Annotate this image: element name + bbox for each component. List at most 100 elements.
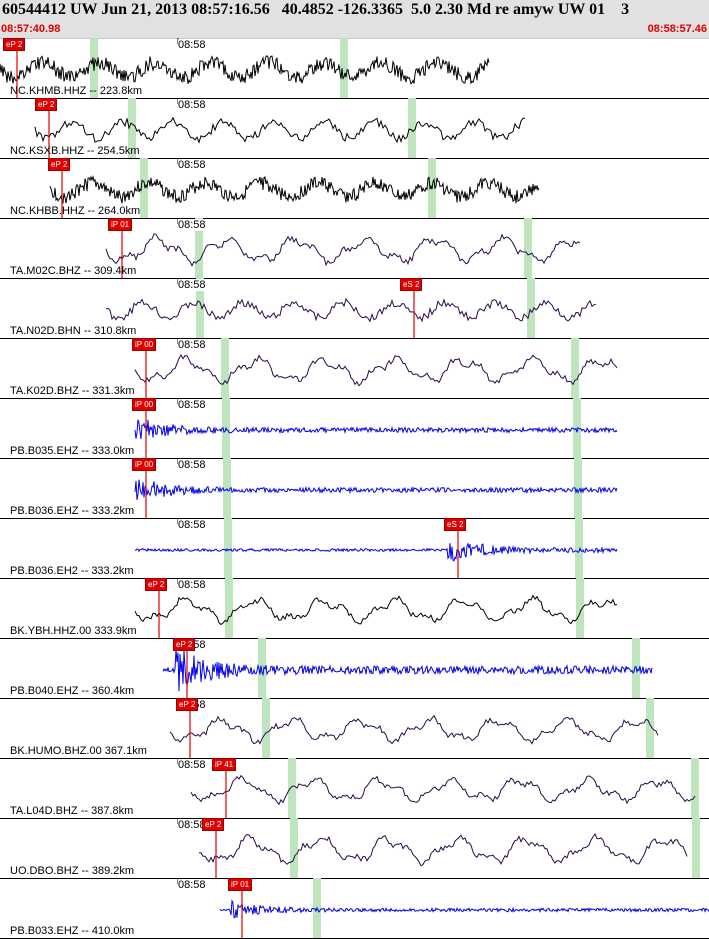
phase-window: [195, 218, 203, 278]
time-tick-label: 08:58: [178, 339, 206, 351]
station-label: TA.L04D.BHZ -- 387.8km: [10, 805, 134, 817]
waveform-trace: [169, 714, 659, 745]
phase-pick-label[interactable]: iP 00: [132, 398, 157, 411]
waveform-trace: [134, 353, 618, 387]
phase-window: [224, 518, 232, 578]
phase-window: [691, 758, 699, 818]
event-header: 60544412 UW Jun 21, 2013 08:57:16.56 40.…: [0, 0, 709, 39]
phase-window: [575, 518, 583, 578]
time-tick-label: 08:58: [178, 879, 206, 891]
time-tick-label: 08:58: [178, 219, 206, 231]
time-tick-label: 08:58: [178, 399, 206, 411]
phase-pick-label[interactable]: eP 2: [35, 98, 58, 111]
phase-window: [225, 578, 233, 638]
station-label: PB.B033.EHZ -- 410.0km: [10, 925, 135, 937]
station-label: TA.K02D.BHZ -- 331.3km: [10, 385, 135, 397]
waveform-trace: [162, 649, 653, 692]
phase-pick-label[interactable]: eP 2: [173, 638, 196, 651]
station-label: TA.N02D.BHN -- 310.8km: [10, 325, 137, 337]
waveform-trace: [0, 54, 490, 85]
station-label: NC.KHBB.HHZ -- 264.0km: [10, 205, 141, 217]
trace-panel[interactable]: 08:58 iP 00 PB.B036.EHZ -- 333.2km: [0, 458, 709, 519]
phase-window: [408, 98, 416, 158]
waveform-trace: [219, 899, 709, 919]
time-tick-label: 08:58: [178, 579, 206, 591]
phase-window: [692, 818, 700, 878]
waveform-trace: [49, 174, 540, 205]
waveform-trace: [105, 233, 581, 267]
trace-panel[interactable]: 08:58 iP 01 PB.B033.EHZ -- 410.0km: [0, 878, 709, 939]
waveform-trace: [198, 832, 688, 867]
waveform-trace: [190, 774, 696, 806]
phase-pick-label[interactable]: eP 2: [145, 578, 168, 591]
station-label: PB.B036.EHZ -- 333.2km: [10, 505, 135, 517]
time-tick-label: 08:58: [178, 279, 206, 291]
station-label: NC.KHMB.HHZ -- 223.8km: [10, 85, 143, 97]
trace-panel[interactable]: 08:58 iP 41 TA.L04D.BHZ -- 387.8km: [0, 758, 709, 819]
trace-panel[interactable]: 08:58 eP 2 BK.YBH.HHZ.00 333.9km: [0, 578, 709, 639]
trace-panel[interactable]: 08:58 eS 2 PB.B036.EH2 -- 333.2km: [0, 518, 709, 579]
trace-panel[interactable]: 08:58 iP 00 TA.K02D.BHZ -- 331.3km: [0, 338, 709, 399]
station-label: PB.B040.EHZ -- 360.4km: [10, 685, 135, 697]
phase-window: [262, 698, 270, 758]
phase-pick-label[interactable]: iP 41: [212, 758, 237, 771]
phase-pick-label[interactable]: iP 01: [108, 218, 133, 231]
trace-panel[interactable]: 08:58 iP 01 TA.M02C.BHZ -- 309.4km: [0, 218, 709, 279]
time-tick-label: 08:58: [178, 819, 206, 831]
waveform-trace: [134, 479, 618, 500]
time-tick-label: 08:58: [178, 99, 206, 111]
time-tick-label: 08:58: [178, 159, 206, 171]
phase-pick-label[interactable]: eS 2: [400, 278, 423, 291]
time-tick-label: 08:58: [178, 759, 206, 771]
phase-window: [571, 338, 579, 398]
phase-window: [290, 818, 298, 878]
phase-window: [524, 218, 532, 278]
event-title: 60544412 UW Jun 21, 2013 08:57:16.56 40.…: [2, 1, 630, 18]
phase-window: [527, 278, 535, 338]
phase-pick-label[interactable]: eP 2: [202, 818, 225, 831]
waveform-trace: [134, 594, 618, 626]
phase-pick-label[interactable]: eS 2: [444, 518, 467, 531]
window-start-time: 08:57:40.98: [1, 23, 61, 35]
phase-window: [340, 38, 348, 98]
station-label: BK.HUMO.BHZ.00 367.1km: [10, 745, 147, 757]
phase-pick-label[interactable]: iP 00: [132, 458, 157, 471]
station-label: TA.M02C.BHZ -- 309.4km: [10, 265, 137, 277]
waveform-trace: [34, 116, 525, 144]
station-label: NC.KSXB.HHZ -- 254.5km: [10, 145, 140, 157]
phase-window: [573, 398, 581, 458]
phase-pick-label[interactable]: eP 2: [48, 158, 71, 171]
phase-window: [196, 278, 204, 338]
phase-window: [576, 578, 584, 638]
waveform-trace: [105, 298, 597, 323]
trace-panel[interactable]: 08:58 iP 00 PB.B035.EHZ -- 333.0km: [0, 398, 709, 459]
waveform-trace: [134, 542, 618, 562]
phase-pick-label[interactable]: iP 01: [228, 878, 253, 891]
station-label: BK.YBH.HHZ.00 333.9km: [10, 625, 137, 637]
phase-pick-label[interactable]: eP 2: [3, 38, 26, 51]
trace-panel[interactable]: 08:58 eP 2 NC.KHBB.HHZ -- 264.0km: [0, 158, 709, 219]
trace-panel[interactable]: 08:58 eP 2 NC.KHMB.HHZ -- 223.8km: [0, 38, 709, 99]
trace-panel[interactable]: 08:58 eP 2 NC.KSXB.HHZ -- 254.5km: [0, 98, 709, 159]
waveform-trace: [134, 419, 618, 440]
phase-pick-label[interactable]: iP 00: [132, 338, 157, 351]
time-tick-label: 08:58: [178, 39, 206, 51]
station-label: UO.DBO.BHZ -- 389.2km: [10, 865, 135, 877]
phase-pick-label[interactable]: eP 2: [176, 698, 199, 711]
time-tick-label: 08:58: [178, 519, 206, 531]
station-label: PB.B035.EHZ -- 333.0km: [10, 445, 135, 457]
trace-panel[interactable]: 08:58 eP 2 UO.DBO.BHZ -- 389.2km: [0, 818, 709, 879]
phase-window: [128, 98, 136, 158]
phase-window: [258, 638, 266, 698]
phase-window: [646, 698, 654, 758]
seismogram-panels: 08:58 eP 2 NC.KHMB.HHZ -- 223.8km 08:58 eP 2…: [0, 38, 709, 939]
phase-window: [288, 758, 296, 818]
station-label: PB.B036.EH2 -- 333.2km: [10, 565, 134, 577]
time-tick-label: 08:58: [178, 459, 206, 471]
trace-panel[interactable]: 08:58 eS 2 TA.N02D.BHN -- 310.8km: [0, 278, 709, 339]
phase-window: [574, 458, 582, 518]
phase-window: [223, 458, 231, 518]
window-end-time: 08:58:57.46: [647, 23, 707, 35]
